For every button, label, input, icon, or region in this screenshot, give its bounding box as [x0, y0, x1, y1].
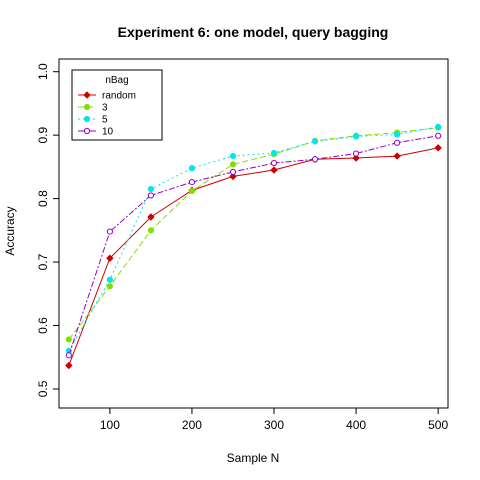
data-point: [147, 192, 155, 199]
chart-title: Experiment 6: one model, query bagging: [118, 24, 389, 40]
x-axis-label: Sample N: [227, 451, 280, 465]
legend-label: 10: [102, 127, 114, 138]
data-point: [434, 144, 442, 152]
series-10: [65, 132, 442, 359]
data-point: [393, 152, 401, 160]
legend-label: 3: [102, 103, 108, 114]
plot-frame: [58, 58, 449, 409]
data-point: [352, 133, 360, 140]
series-3: [65, 124, 442, 343]
data-point: [65, 352, 72, 359]
y-tick-label: 0.7: [36, 253, 50, 270]
data-point: [311, 138, 319, 145]
series-5: [65, 123, 442, 354]
data-point: [188, 165, 196, 172]
y-tick-label: 0.5: [36, 380, 50, 397]
data-point: [394, 131, 401, 138]
x-tick-label: 500: [428, 418, 448, 432]
data-point: [147, 213, 155, 221]
data-point: [106, 254, 114, 262]
data-point: [65, 361, 73, 370]
y-tick-label: 1.0: [36, 63, 50, 80]
legend-marker: [83, 127, 91, 135]
legend-marker: [83, 115, 91, 123]
data-point: [147, 185, 155, 193]
data-point: [229, 168, 237, 176]
y-axis: 0.5 0.6 0.7 0.8 0.9 1.0: [36, 63, 59, 397]
series-line-random: [68, 147, 439, 366]
series-layer: [65, 123, 442, 370]
data-point: [147, 227, 155, 234]
data-point: [352, 154, 360, 162]
data-point: [270, 149, 278, 157]
data-point: [435, 123, 442, 130]
y-tick-label: 0.9: [36, 126, 50, 143]
legend-item: random: [78, 91, 136, 102]
legend-marker: [83, 103, 91, 111]
legend-title: nBag: [105, 75, 128, 86]
legend-item: 3: [78, 103, 108, 114]
data-point: [106, 283, 113, 290]
x-tick-label: 200: [182, 418, 202, 432]
series-line-3: [68, 127, 439, 340]
x-tick-label: 300: [264, 418, 284, 432]
y-tick-label: 0.6: [36, 317, 50, 334]
data-point: [188, 187, 196, 195]
data-point: [106, 276, 113, 283]
data-point: [270, 166, 278, 174]
data-point: [270, 159, 278, 167]
data-point: [106, 228, 113, 235]
legend-label: random: [102, 91, 136, 102]
data-point: [435, 132, 442, 139]
data-point: [188, 179, 196, 186]
data-point: [352, 150, 360, 157]
series-random: [65, 144, 442, 370]
y-tick-label: 0.8: [36, 190, 50, 207]
x-axis: 100 200 300 400 500: [100, 408, 448, 432]
series-line-5: [68, 126, 439, 352]
x-tick-label: 100: [100, 418, 120, 432]
x-tick-label: 400: [346, 418, 366, 432]
legend-label: 5: [102, 115, 108, 126]
data-point: [65, 336, 72, 343]
series-line-10: [68, 135, 439, 356]
y-axis-label: Accuracy: [3, 206, 17, 255]
data-point: [229, 172, 237, 181]
data-point: [394, 139, 401, 146]
legend-item: 10: [78, 127, 114, 138]
data-point: [229, 152, 237, 160]
legend-marker: [83, 91, 91, 99]
legend-item: 5: [78, 115, 108, 126]
data-point: [311, 156, 319, 163]
data-point: [229, 161, 237, 168]
